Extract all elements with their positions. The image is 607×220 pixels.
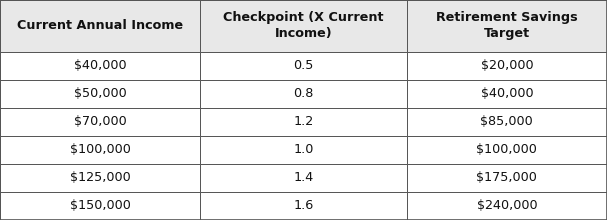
Bar [200,108,407,136]
Bar [407,52,607,80]
Bar [0,164,200,192]
Text: Checkpoint (X Current
Income): Checkpoint (X Current Income) [223,11,384,40]
Text: 0.8: 0.8 [293,87,314,100]
Text: 1.2: 1.2 [293,115,314,128]
Text: Current Annual Income: Current Annual Income [17,19,183,32]
Text: $50,000: $50,000 [74,87,126,100]
Bar [407,0,607,52]
Bar [200,164,407,192]
Text: 1.6: 1.6 [293,200,314,213]
Bar [407,80,607,108]
Text: $40,000: $40,000 [74,59,126,72]
Bar [0,136,200,164]
Text: $150,000: $150,000 [70,200,131,213]
Text: $85,000: $85,000 [481,115,533,128]
Text: 1.4: 1.4 [293,171,314,184]
Bar [407,136,607,164]
Text: $175,000: $175,000 [476,171,537,184]
Text: $20,000: $20,000 [481,59,533,72]
Bar [0,108,200,136]
Text: $125,000: $125,000 [70,171,131,184]
Text: Retirement Savings
Target: Retirement Savings Target [436,11,578,40]
Bar [200,0,407,52]
Bar [200,52,407,80]
Text: $40,000: $40,000 [481,87,533,100]
Text: $100,000: $100,000 [476,143,537,156]
Bar [200,136,407,164]
Text: $70,000: $70,000 [74,115,126,128]
Bar [200,192,407,220]
Text: $240,000: $240,000 [476,200,537,213]
Bar [0,0,200,52]
Bar [0,192,200,220]
Text: 1.0: 1.0 [293,143,314,156]
Bar [0,80,200,108]
Bar [407,164,607,192]
Bar [407,192,607,220]
Text: 0.5: 0.5 [293,59,314,72]
Bar [200,80,407,108]
Bar [407,108,607,136]
Bar [0,52,200,80]
Text: $100,000: $100,000 [70,143,131,156]
